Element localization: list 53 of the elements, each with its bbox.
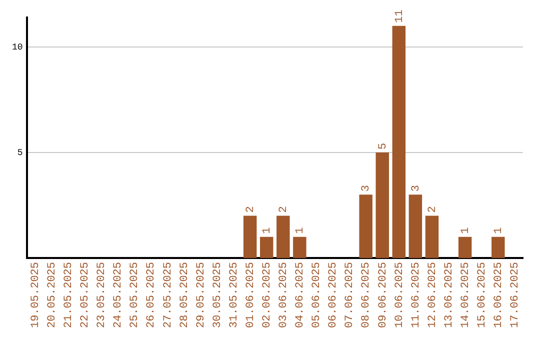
x-tick-label: 21.05.2025 [63, 262, 76, 328]
x-tick-label: 22.05.2025 [80, 262, 92, 328]
x-tick-label: 08.06.2025 [360, 262, 373, 328]
x-tick-label: 03.06.2025 [278, 262, 290, 328]
bar [492, 236, 505, 258]
bar [260, 236, 274, 258]
data-label: 5 [377, 142, 390, 150]
x-tick-label: 27.05.2025 [162, 262, 174, 328]
data-label: 1 [493, 226, 506, 234]
data-label: 2 [278, 206, 290, 213]
x-tick-label: 14.06.2025 [460, 262, 472, 328]
bar [425, 216, 439, 258]
x-tick-label: 12.06.2025 [426, 262, 439, 328]
data-label: 3 [410, 185, 422, 192]
data-label: 11 [394, 9, 406, 23]
x-tick-label: 01.06.2025 [244, 262, 257, 328]
bar [408, 194, 422, 258]
bar [293, 236, 306, 258]
x-tick-label: 23.05.2025 [96, 262, 108, 328]
x-tick-label: 07.06.2025 [344, 262, 356, 328]
x-tick-label: 09.06.2025 [377, 262, 390, 328]
x-tick-label: 13.06.2025 [443, 262, 456, 328]
data-label: 3 [360, 185, 373, 192]
x-tick-label: 31.05.2025 [228, 262, 240, 328]
x-tick-label: 19.05.2025 [30, 262, 42, 328]
x-tick-label: 04.06.2025 [294, 262, 307, 328]
bar [276, 216, 290, 258]
x-tick-label: 20.05.2025 [46, 262, 59, 328]
y-tick-label: 10 [12, 42, 23, 52]
x-tick-label: 30.05.2025 [212, 262, 224, 328]
data-label: 1 [460, 226, 472, 234]
bar [243, 216, 257, 258]
x-tick-label: 28.05.2025 [178, 262, 191, 328]
x-tick-label: 29.05.2025 [195, 262, 208, 328]
x-tick-label: 17.06.2025 [510, 262, 522, 328]
x-tick-label: 15.06.2025 [476, 262, 488, 328]
bar [392, 26, 406, 258]
data-label: 2 [426, 206, 439, 213]
x-tick-label: 10.06.2025 [394, 262, 406, 328]
bar [359, 194, 372, 258]
data-label: 1 [294, 226, 307, 234]
x-tick-label: 02.06.2025 [262, 262, 274, 328]
bar [376, 152, 389, 258]
data-label: 1 [262, 226, 274, 234]
bar [458, 236, 472, 258]
x-tick-label: 25.05.2025 [129, 262, 142, 328]
x-tick-label: 16.06.2025 [493, 262, 506, 328]
data-label: 2 [244, 206, 257, 213]
x-tick-label: 11.06.2025 [410, 262, 422, 328]
x-tick-label: 05.06.2025 [311, 262, 324, 328]
x-tick-label: 24.05.2025 [112, 262, 125, 328]
x-tick-label: 26.05.2025 [146, 262, 158, 328]
x-tick-label: 06.06.2025 [328, 262, 340, 328]
